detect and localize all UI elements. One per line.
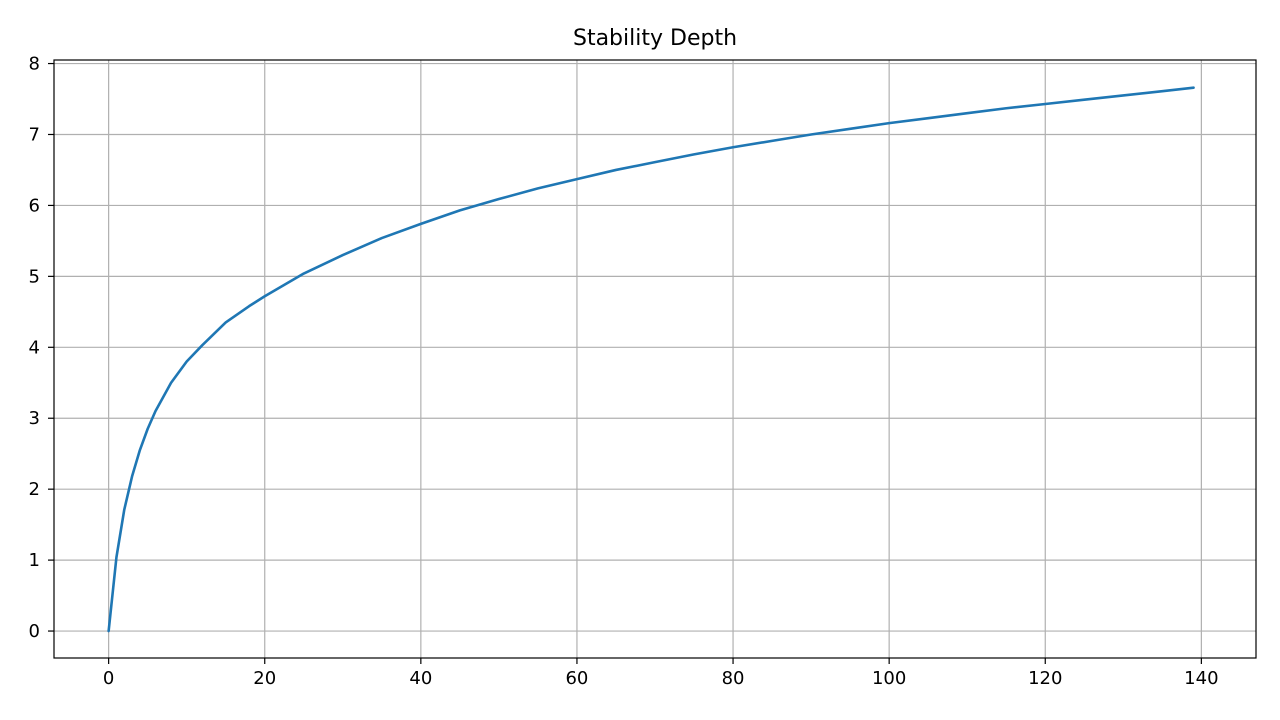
x-tick-label: 40 — [409, 668, 432, 689]
x-tick-label: 20 — [253, 668, 276, 689]
y-tick-label: 4 — [29, 337, 40, 358]
x-tick-label: 80 — [722, 668, 745, 689]
y-tick-label: 1 — [29, 550, 40, 571]
x-tick-label: 120 — [1028, 668, 1062, 689]
y-tick-label: 6 — [29, 195, 40, 216]
chart-title: Stability Depth — [573, 26, 737, 51]
y-tick-label: 5 — [29, 266, 40, 287]
series-line — [107, 86, 1195, 633]
y-tick-label: 7 — [29, 124, 40, 145]
y-tick-label: 2 — [29, 479, 40, 500]
x-tick-label: 0 — [103, 668, 114, 689]
grid — [54, 60, 1256, 658]
series-layer — [107, 86, 1195, 633]
x-tick-label: 100 — [872, 668, 906, 689]
y-tick-label: 8 — [29, 54, 40, 75]
y-tick-label: 3 — [29, 408, 40, 429]
plot-frame — [53, 59, 1257, 659]
y-tick-label: 0 — [29, 621, 40, 642]
x-axis: 0 20 40 60 80 100 120 140 — [103, 658, 1219, 689]
x-tick-label: 60 — [565, 668, 588, 689]
x-tick-label: 140 — [1184, 668, 1218, 689]
y-axis: 0 1 2 3 4 5 6 7 8 — [29, 54, 54, 642]
